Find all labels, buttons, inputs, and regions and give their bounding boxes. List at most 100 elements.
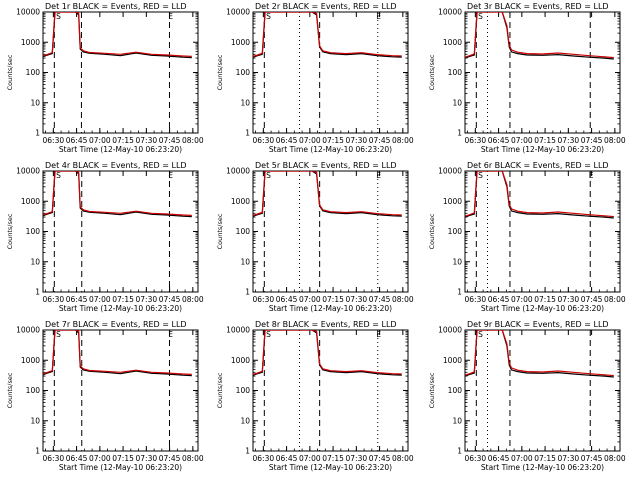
interval-marker-E: E [376,12,381,21]
x-tick-label: 07:00 [511,295,533,304]
y-tick-label: 1 [457,288,462,297]
y-tick-label: 1 [245,129,250,138]
x-axis-label: Start Time (12-May-10 06:23:20) [481,463,604,472]
y-tick-label: 10000 [226,326,250,335]
x-tick-label: 06:30 [253,454,275,463]
interval-marker-S: S [266,12,271,21]
x-tick-label: 06:30 [43,136,65,145]
plot-frame [464,329,621,452]
x-tick-label: 07:15 [534,295,556,304]
chart-title: Det 1r BLACK = Events, RED = LLD [45,2,187,11]
interval-marker-S: S [266,330,271,339]
x-axis-label: Start Time (12-May-10 06:23:20) [481,145,604,154]
x-tick-label: 08:00 [604,454,626,463]
x-tick-label: 07:15 [112,295,134,304]
x-tick-label: 07:00 [299,454,321,463]
x-tick-label: 06:30 [465,136,487,145]
y-tick-label: 10 [452,416,462,425]
y-tick-label: 1000 [231,356,250,365]
x-tick-label: 07:30 [136,136,158,145]
y-axis-label: Counts/sec [428,54,436,90]
interval-marker-E: E [376,330,381,339]
y-tick-label: 1 [35,129,40,138]
chart-title: Det 7r BLACK = Events, RED = LLD [45,320,187,329]
chart-title: Det 9r BLACK = Events, RED = LLD [467,320,609,329]
x-tick-label: 06:30 [253,136,275,145]
x-tick-label: 07:45 [369,295,391,304]
chart-title: Det 4r BLACK = Events, RED = LLD [45,161,187,170]
y-tick-label: 10000 [438,326,462,335]
interval-marker-E: E [168,171,173,180]
y-tick-label: 1 [35,288,40,297]
plot-frame [42,11,199,134]
x-tick-label: 07:45 [581,295,603,304]
x-tick-label: 07:45 [581,136,603,145]
y-tick-label: 1 [245,447,250,456]
plot-frame [252,329,409,452]
y-tick-label: 10000 [16,326,40,335]
interval-marker-E: E [376,171,381,180]
plot-frame [252,11,409,134]
y-tick-label: 100 [26,68,41,77]
interval-marker-S: S [56,171,61,180]
series-line-lld [465,12,614,59]
y-tick-label: 1 [245,288,250,297]
x-axis-label: Start Time (12-May-10 06:23:20) [269,145,392,154]
x-tick-label: 06:30 [43,295,65,304]
x-tick-label: 06:45 [66,295,88,304]
series-line-lld [43,171,192,216]
interval-marker-S: S [478,171,483,180]
x-tick-label: 07:15 [322,136,344,145]
y-axis-label: Counts/sec [6,213,14,249]
interval-marker-S: S [266,171,271,180]
chart-panel-9r: Det 9r BLACK = Events, RED = LLD 1 10 100 10… [428,320,626,472]
x-tick-label: 06:30 [465,295,487,304]
x-tick-label: 08:00 [604,295,626,304]
y-tick-label: 10 [240,416,250,425]
y-tick-label: 100 [236,227,251,236]
y-axis-label: Counts/sec [428,213,436,249]
x-tick-label: 08:00 [392,454,414,463]
y-tick-label: 1 [35,447,40,456]
chart-title: Det 3r BLACK = Events, RED = LLD [467,2,609,11]
x-tick-label: 07:45 [159,295,181,304]
x-tick-label: 08:00 [392,136,414,145]
chart-title: Det 5r BLACK = Events, RED = LLD [255,161,397,170]
x-tick-label: 06:45 [488,295,510,304]
x-tick-label: 06:45 [276,136,298,145]
y-tick-label: 100 [26,227,41,236]
y-tick-label: 10 [30,98,40,107]
plot-frame [464,11,621,134]
x-tick-label: 07:30 [558,136,580,145]
y-tick-label: 10 [30,416,40,425]
y-tick-label: 100 [236,68,251,77]
series-line-lld [253,330,402,375]
x-tick-label: 07:15 [322,454,344,463]
series-line-lld [465,171,614,218]
x-tick-label: 07:00 [299,295,321,304]
y-tick-label: 1 [457,129,462,138]
x-tick-label: 07:00 [511,136,533,145]
y-tick-label: 100 [448,68,463,77]
x-tick-label: 06:45 [276,454,298,463]
y-tick-label: 100 [26,386,41,395]
x-tick-label: 07:45 [159,136,181,145]
x-tick-label: 07:30 [558,454,580,463]
x-tick-label: 07:30 [346,136,368,145]
y-tick-label: 100 [448,227,463,236]
interval-marker-E: E [168,330,173,339]
y-tick-label: 10000 [438,167,462,176]
series-line-events [465,330,614,378]
chart-title: Det 2r BLACK = Events, RED = LLD [255,2,397,11]
x-axis-label: Start Time (12-May-10 06:23:20) [481,304,604,313]
y-tick-label: 10000 [438,8,462,17]
chart-title: Det 6r BLACK = Events, RED = LLD [467,161,609,170]
y-tick-label: 1000 [21,197,40,206]
x-tick-label: 07:15 [534,454,556,463]
x-tick-label: 06:30 [465,454,487,463]
x-tick-label: 06:30 [253,295,275,304]
x-tick-label: 07:45 [369,454,391,463]
x-tick-label: 07:30 [346,454,368,463]
y-axis-label: Counts/sec [216,372,224,408]
y-tick-label: 1 [457,447,462,456]
